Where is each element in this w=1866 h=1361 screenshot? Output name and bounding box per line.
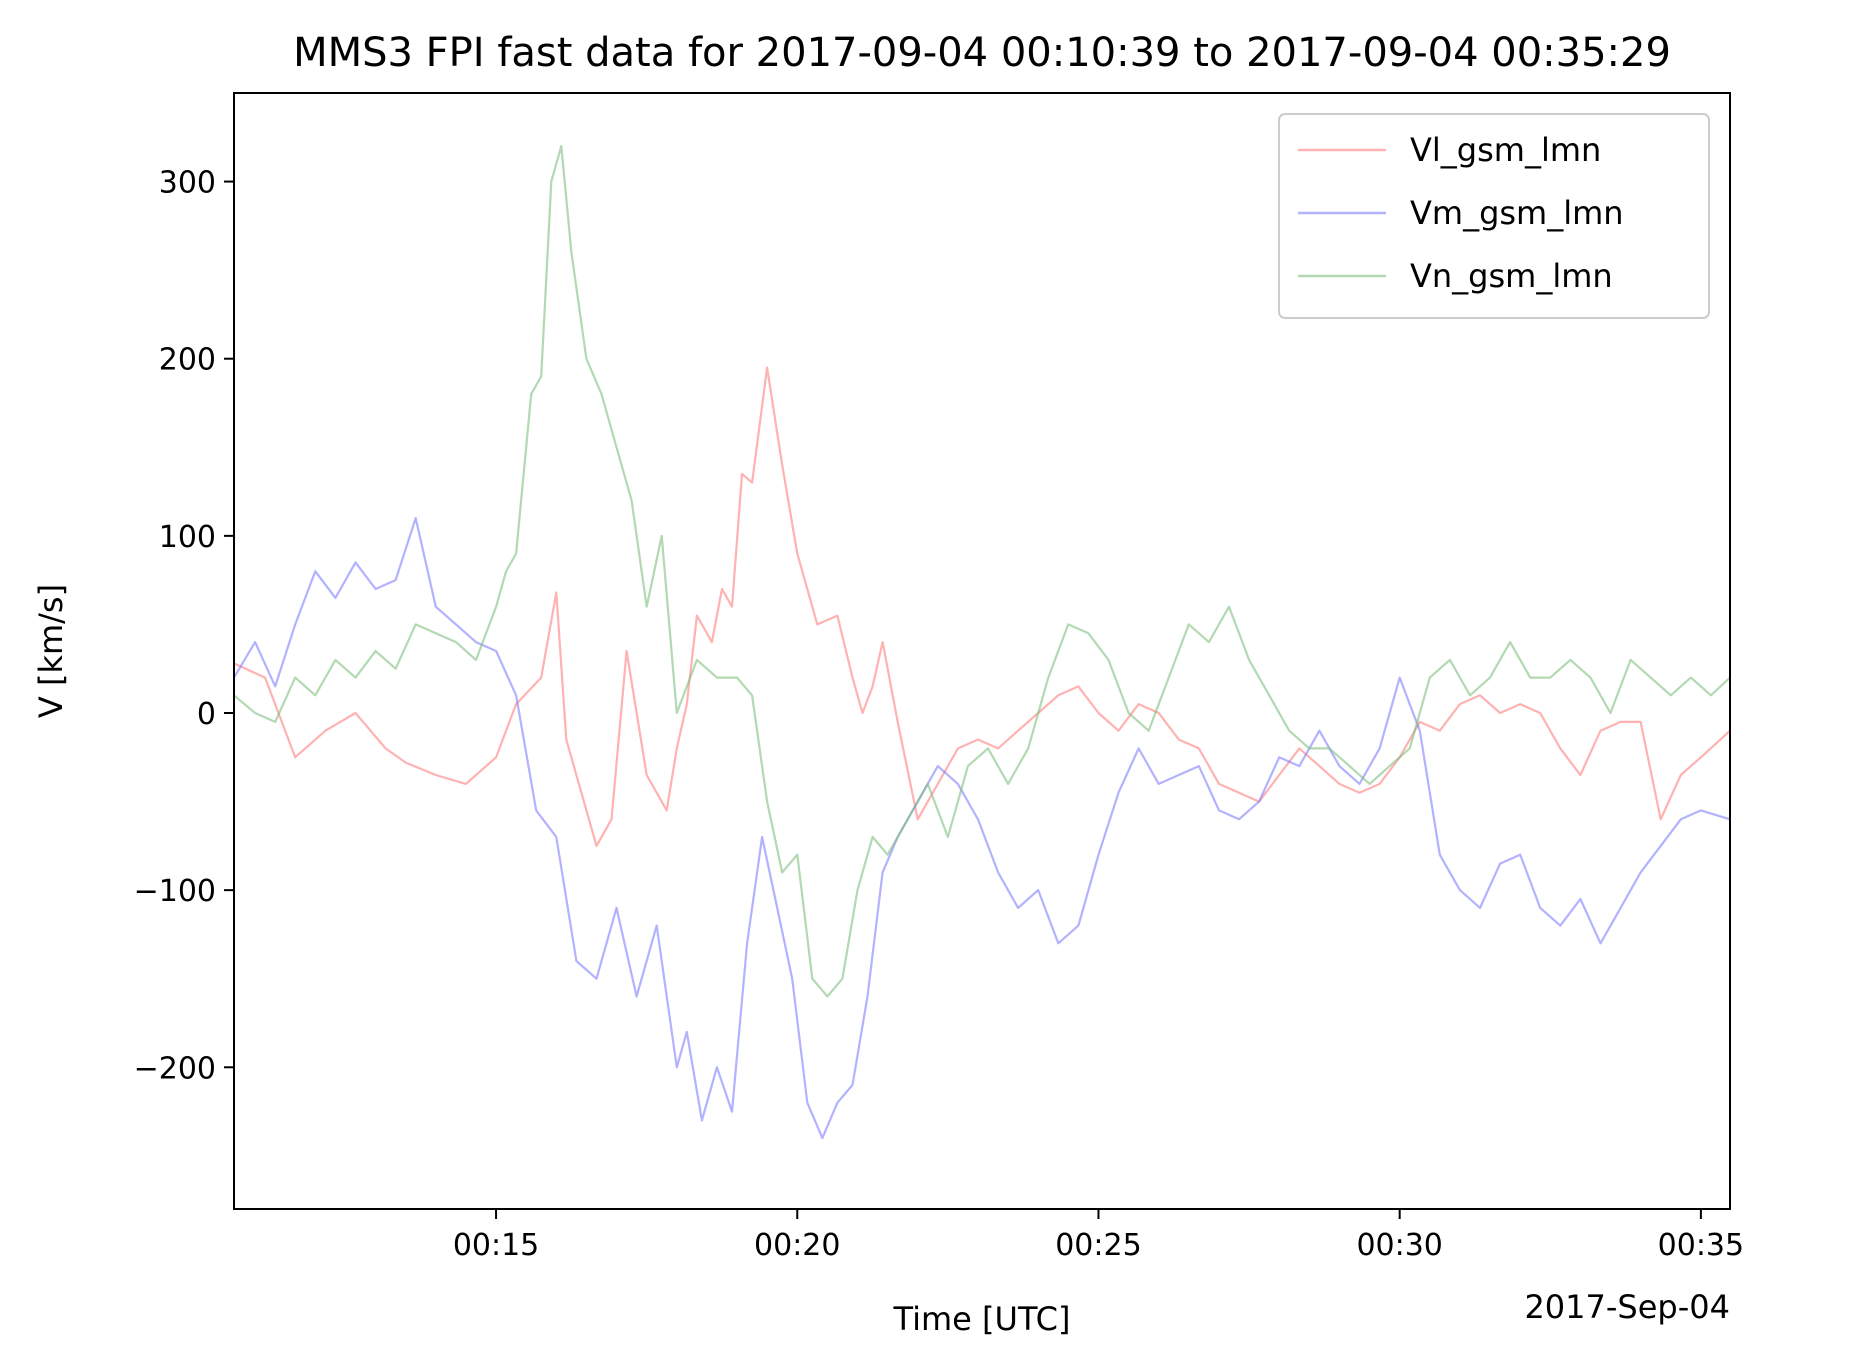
series-line-Vm_gsm_lmn [234,516,1730,1140]
y-tick-label: 300 [159,166,216,201]
plot-frame [233,92,1731,1210]
chart-title: MMS3 FPI fast data for 2017-09-04 00:10:… [293,30,1671,76]
x-tick-label: 00:20 [754,1228,840,1263]
x-axis-label: Time [UTC] [893,1300,1071,1338]
y-axis-label: V [km/s] [32,584,70,718]
legend-label-Vn_gsm_lmn: Vn_gsm_lmn [1410,257,1613,295]
legend-frame [1278,113,1710,319]
y-tick-label: 0 [197,697,216,732]
legend: Vl_gsm_lmn Vm_gsm_lmn Vn_gsm_lmn [1278,113,1710,319]
x-tick-label: 00:30 [1356,1228,1442,1263]
y-tick-label: −200 [134,1051,216,1086]
x-tick-label: 00:25 [1055,1228,1141,1263]
x-tick-label: 00:15 [453,1228,539,1263]
x-tick-label: 00:35 [1658,1228,1744,1263]
y-tick-label: 200 [159,343,216,378]
legend-label-Vm_gsm_lmn: Vm_gsm_lmn [1410,194,1624,232]
y-tick-label: 100 [159,520,216,555]
x-axis: 00:15 00:20 00:25 00:30 00:35 [453,1209,1744,1263]
series-layer [234,145,1730,1140]
y-axis: 300 200 100 0 −100 −200 [134,166,234,1086]
series-line-Vl_gsm_lmn [234,366,1730,848]
y-tick-label: −100 [134,874,216,909]
date-label: 2017-Sep-04 [1524,1288,1730,1326]
legend-label-Vl_gsm_lmn: Vl_gsm_lmn [1410,131,1601,169]
series-line-Vn_gsm_lmn [234,145,1730,998]
legend-items: Vl_gsm_lmn Vm_gsm_lmn Vn_gsm_lmn [1298,131,1624,295]
